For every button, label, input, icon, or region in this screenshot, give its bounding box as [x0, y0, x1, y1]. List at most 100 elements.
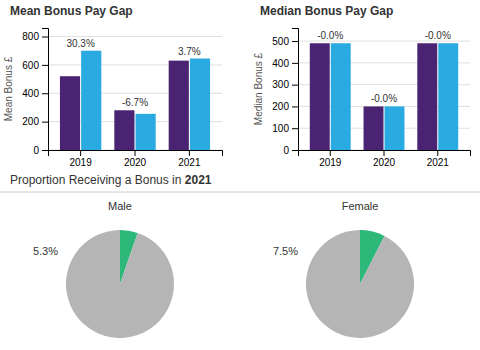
chart-title: Median Bonus Pay Gap: [260, 4, 393, 18]
axis-line: [49, 151, 223, 157]
tick-label: 2021: [178, 157, 201, 168]
slices: [306, 230, 414, 338]
tick-mark: [292, 128, 298, 129]
tick-mark: [42, 150, 48, 151]
bars: [60, 51, 210, 150]
tick-mark: [42, 65, 48, 66]
tick-label: 2019: [70, 157, 93, 168]
tick-label: 0: [283, 145, 289, 156]
bar: [438, 43, 458, 150]
x-tick: 2020: [124, 150, 147, 168]
y-tick: 500: [272, 36, 298, 47]
section-title: Proportion Receiving a Bonus in 2021: [10, 173, 212, 187]
y-tick: 200: [22, 116, 48, 127]
annotation: -0.0%: [371, 93, 397, 104]
divider: [0, 192, 480, 193]
tick-mark: [292, 63, 298, 64]
bar-chart: Mean Bonus Pay Gap0200400600800201920202…: [3, 4, 223, 168]
bar: [385, 106, 405, 150]
axis-title: Mean Bonus £: [3, 56, 14, 121]
y-axis: 0 200 400 600 800: [22, 29, 48, 156]
tick-mark: [292, 150, 298, 151]
tick-label: 400: [22, 88, 39, 99]
axis-line: [299, 151, 471, 157]
chart-title: Mean Bonus Pay Gap: [10, 4, 133, 18]
bar: [417, 43, 437, 150]
pie-chart: Proportion Receiving a Bonus in 2021 Male…: [0, 173, 480, 338]
bar: [310, 43, 330, 150]
x-tick: 2021: [178, 150, 201, 168]
annotation: -0.0%: [425, 30, 451, 41]
tick-label: 300: [272, 79, 289, 90]
annotation: -6.7%: [122, 97, 148, 108]
tick-label: 0: [33, 145, 39, 156]
y-tick: 400: [22, 88, 48, 99]
tick-label: 500: [272, 36, 289, 47]
data-label: 5.3%: [33, 245, 58, 257]
pie-title: Female: [342, 200, 379, 212]
tick-label: 200: [22, 116, 39, 127]
axis-line: [42, 29, 49, 151]
y-tick: 0: [33, 145, 48, 156]
tick-label: 2020: [373, 157, 396, 168]
tick-mark: [330, 150, 331, 156]
grid: [298, 41, 470, 150]
bars: [310, 43, 458, 150]
x-axis: 2019 2020 2021: [49, 150, 223, 168]
x-tick: 2019: [319, 150, 342, 168]
tick-mark: [42, 93, 48, 94]
y-axis: 0 100 200 300 400 500: [272, 29, 298, 156]
y-tick: 100: [272, 123, 298, 134]
tick-mark: [42, 37, 48, 38]
x-tick: 2021: [427, 150, 450, 168]
chart-svg: Mean Bonus Pay Gap0200400600800201920202…: [0, 0, 480, 350]
bar: [114, 110, 134, 150]
annotation: 3.7%: [178, 46, 201, 57]
tick-mark: [292, 41, 298, 42]
tick-mark: [189, 150, 190, 156]
y-tick: 200: [272, 101, 298, 112]
section-title-part: Proportion Receiving a Bonus in: [10, 173, 185, 187]
bar: [169, 61, 189, 150]
y-tick: 600: [22, 60, 48, 71]
tick-mark: [384, 150, 385, 156]
tick-mark: [437, 150, 438, 156]
chart-container: Mean Bonus Pay Gap0200400600800201920202…: [0, 0, 480, 350]
y-tick: 400: [272, 58, 298, 69]
y-tick: 800: [22, 31, 48, 42]
tick-label: 200: [272, 101, 289, 112]
tick-label: 2019: [319, 157, 342, 168]
slices: [66, 230, 174, 338]
tick-mark: [135, 150, 136, 156]
x-axis: 2019 2020 2021: [299, 150, 471, 168]
pie-chart: Female 7.5%: [273, 200, 414, 338]
y-tick: 300: [272, 79, 298, 90]
annotation: 30.3%: [66, 38, 94, 49]
x-tick: 2020: [373, 150, 396, 168]
bar-chart: Median Bonus Pay Gap 0 100 200 300 400 500 2019…: [253, 4, 471, 168]
tick-mark: [80, 150, 81, 156]
slice: [306, 230, 414, 338]
bar: [364, 106, 384, 150]
pie-title: Male: [108, 200, 132, 212]
tick-mark: [292, 106, 298, 107]
x-tick: 2019: [70, 150, 93, 168]
bar: [136, 114, 156, 150]
section-title-part: 2021: [185, 173, 212, 187]
bar: [190, 59, 210, 151]
bar: [81, 51, 101, 150]
slice: [66, 230, 174, 338]
annotation: -0.0%: [317, 30, 343, 41]
axis-title: Median Bonus £: [253, 52, 264, 125]
tick-label: 2020: [124, 157, 147, 168]
data-label: 7.5%: [273, 245, 298, 257]
tick-label: 100: [272, 123, 289, 134]
bar: [60, 76, 80, 150]
tick-label: 2021: [427, 157, 450, 168]
tick-mark: [292, 85, 298, 86]
tick-label: 400: [272, 58, 289, 69]
grid: [48, 37, 222, 150]
axis-line: [292, 29, 299, 151]
tick-label: 600: [22, 60, 39, 71]
tick-label: 800: [22, 31, 39, 42]
